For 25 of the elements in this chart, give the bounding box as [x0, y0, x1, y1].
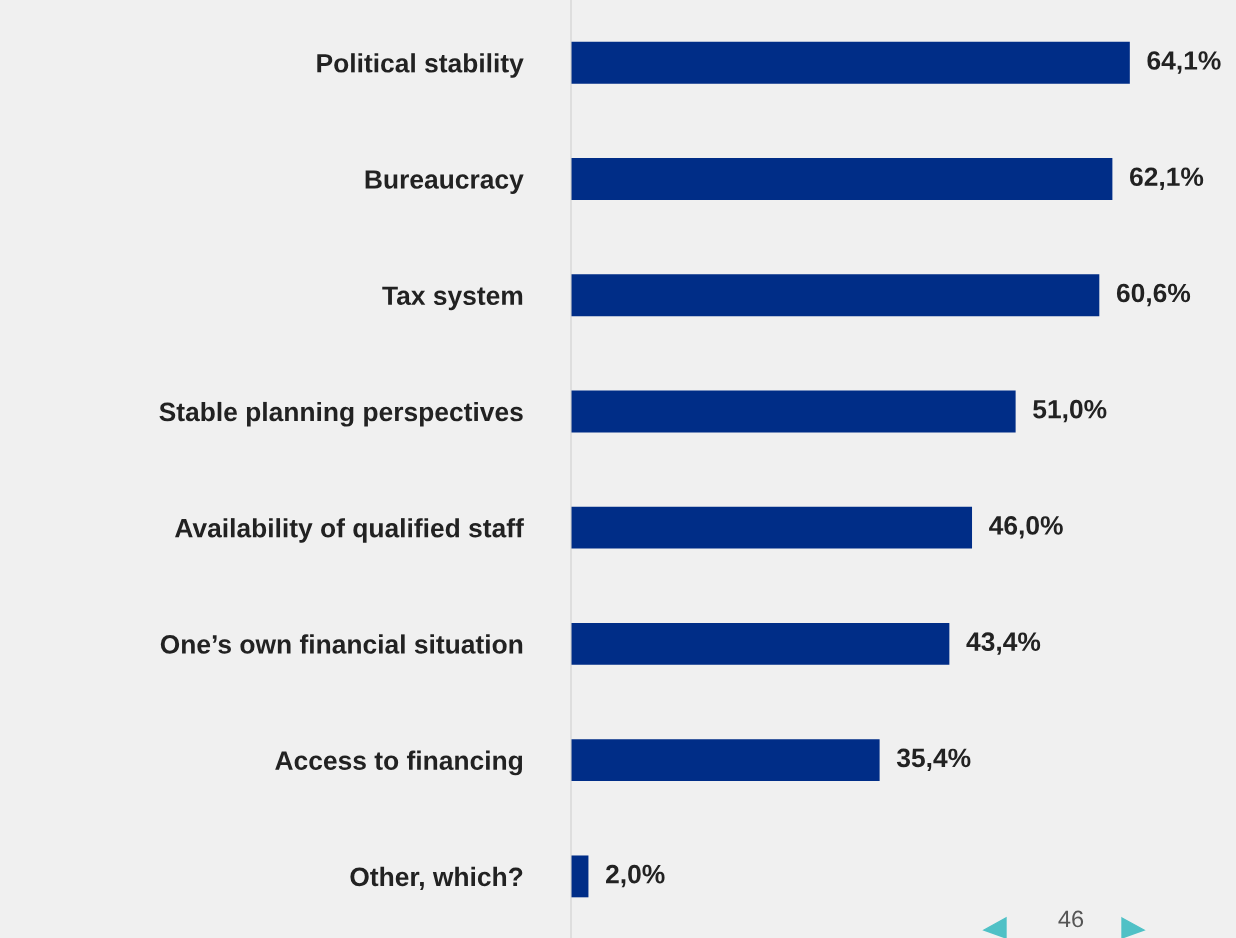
- y-tick-label: Bureaucracy: [365, 170, 524, 195]
- bar: [571, 390, 1016, 433]
- data-label: 62,1%: [1130, 167, 1204, 190]
- data-label: 51,0%: [1033, 399, 1107, 423]
- y-tick-label: Availability of qualified staff: [175, 518, 524, 543]
- bar: [571, 158, 1113, 200]
- bar: [571, 855, 589, 898]
- y-tick-label: Tax system: [382, 286, 523, 311]
- bar: [571, 41, 1130, 84]
- data-label: 60,6%: [1116, 283, 1191, 307]
- data-label: 43,4%: [966, 632, 1041, 655]
- annotation: 46: [1058, 910, 1084, 928]
- data-label: 35,4%: [896, 748, 971, 772]
- bar: [571, 506, 973, 549]
- y-tick-label: Stable planning perspectives: [159, 401, 523, 427]
- bar: [571, 274, 1100, 317]
- data-label: 2,0%: [606, 864, 665, 888]
- data-label: 46,0%: [989, 516, 1063, 539]
- y-tick-label: Access to financing: [275, 750, 523, 776]
- y-tick-label: One’s own financial situation: [160, 634, 523, 654]
- y-tick-label: Political stability: [317, 53, 524, 78]
- y-tick-label: Other, which?: [350, 866, 523, 891]
- bar: [571, 623, 950, 665]
- data-label: 64,1%: [1147, 51, 1221, 74]
- bar: [571, 739, 880, 782]
